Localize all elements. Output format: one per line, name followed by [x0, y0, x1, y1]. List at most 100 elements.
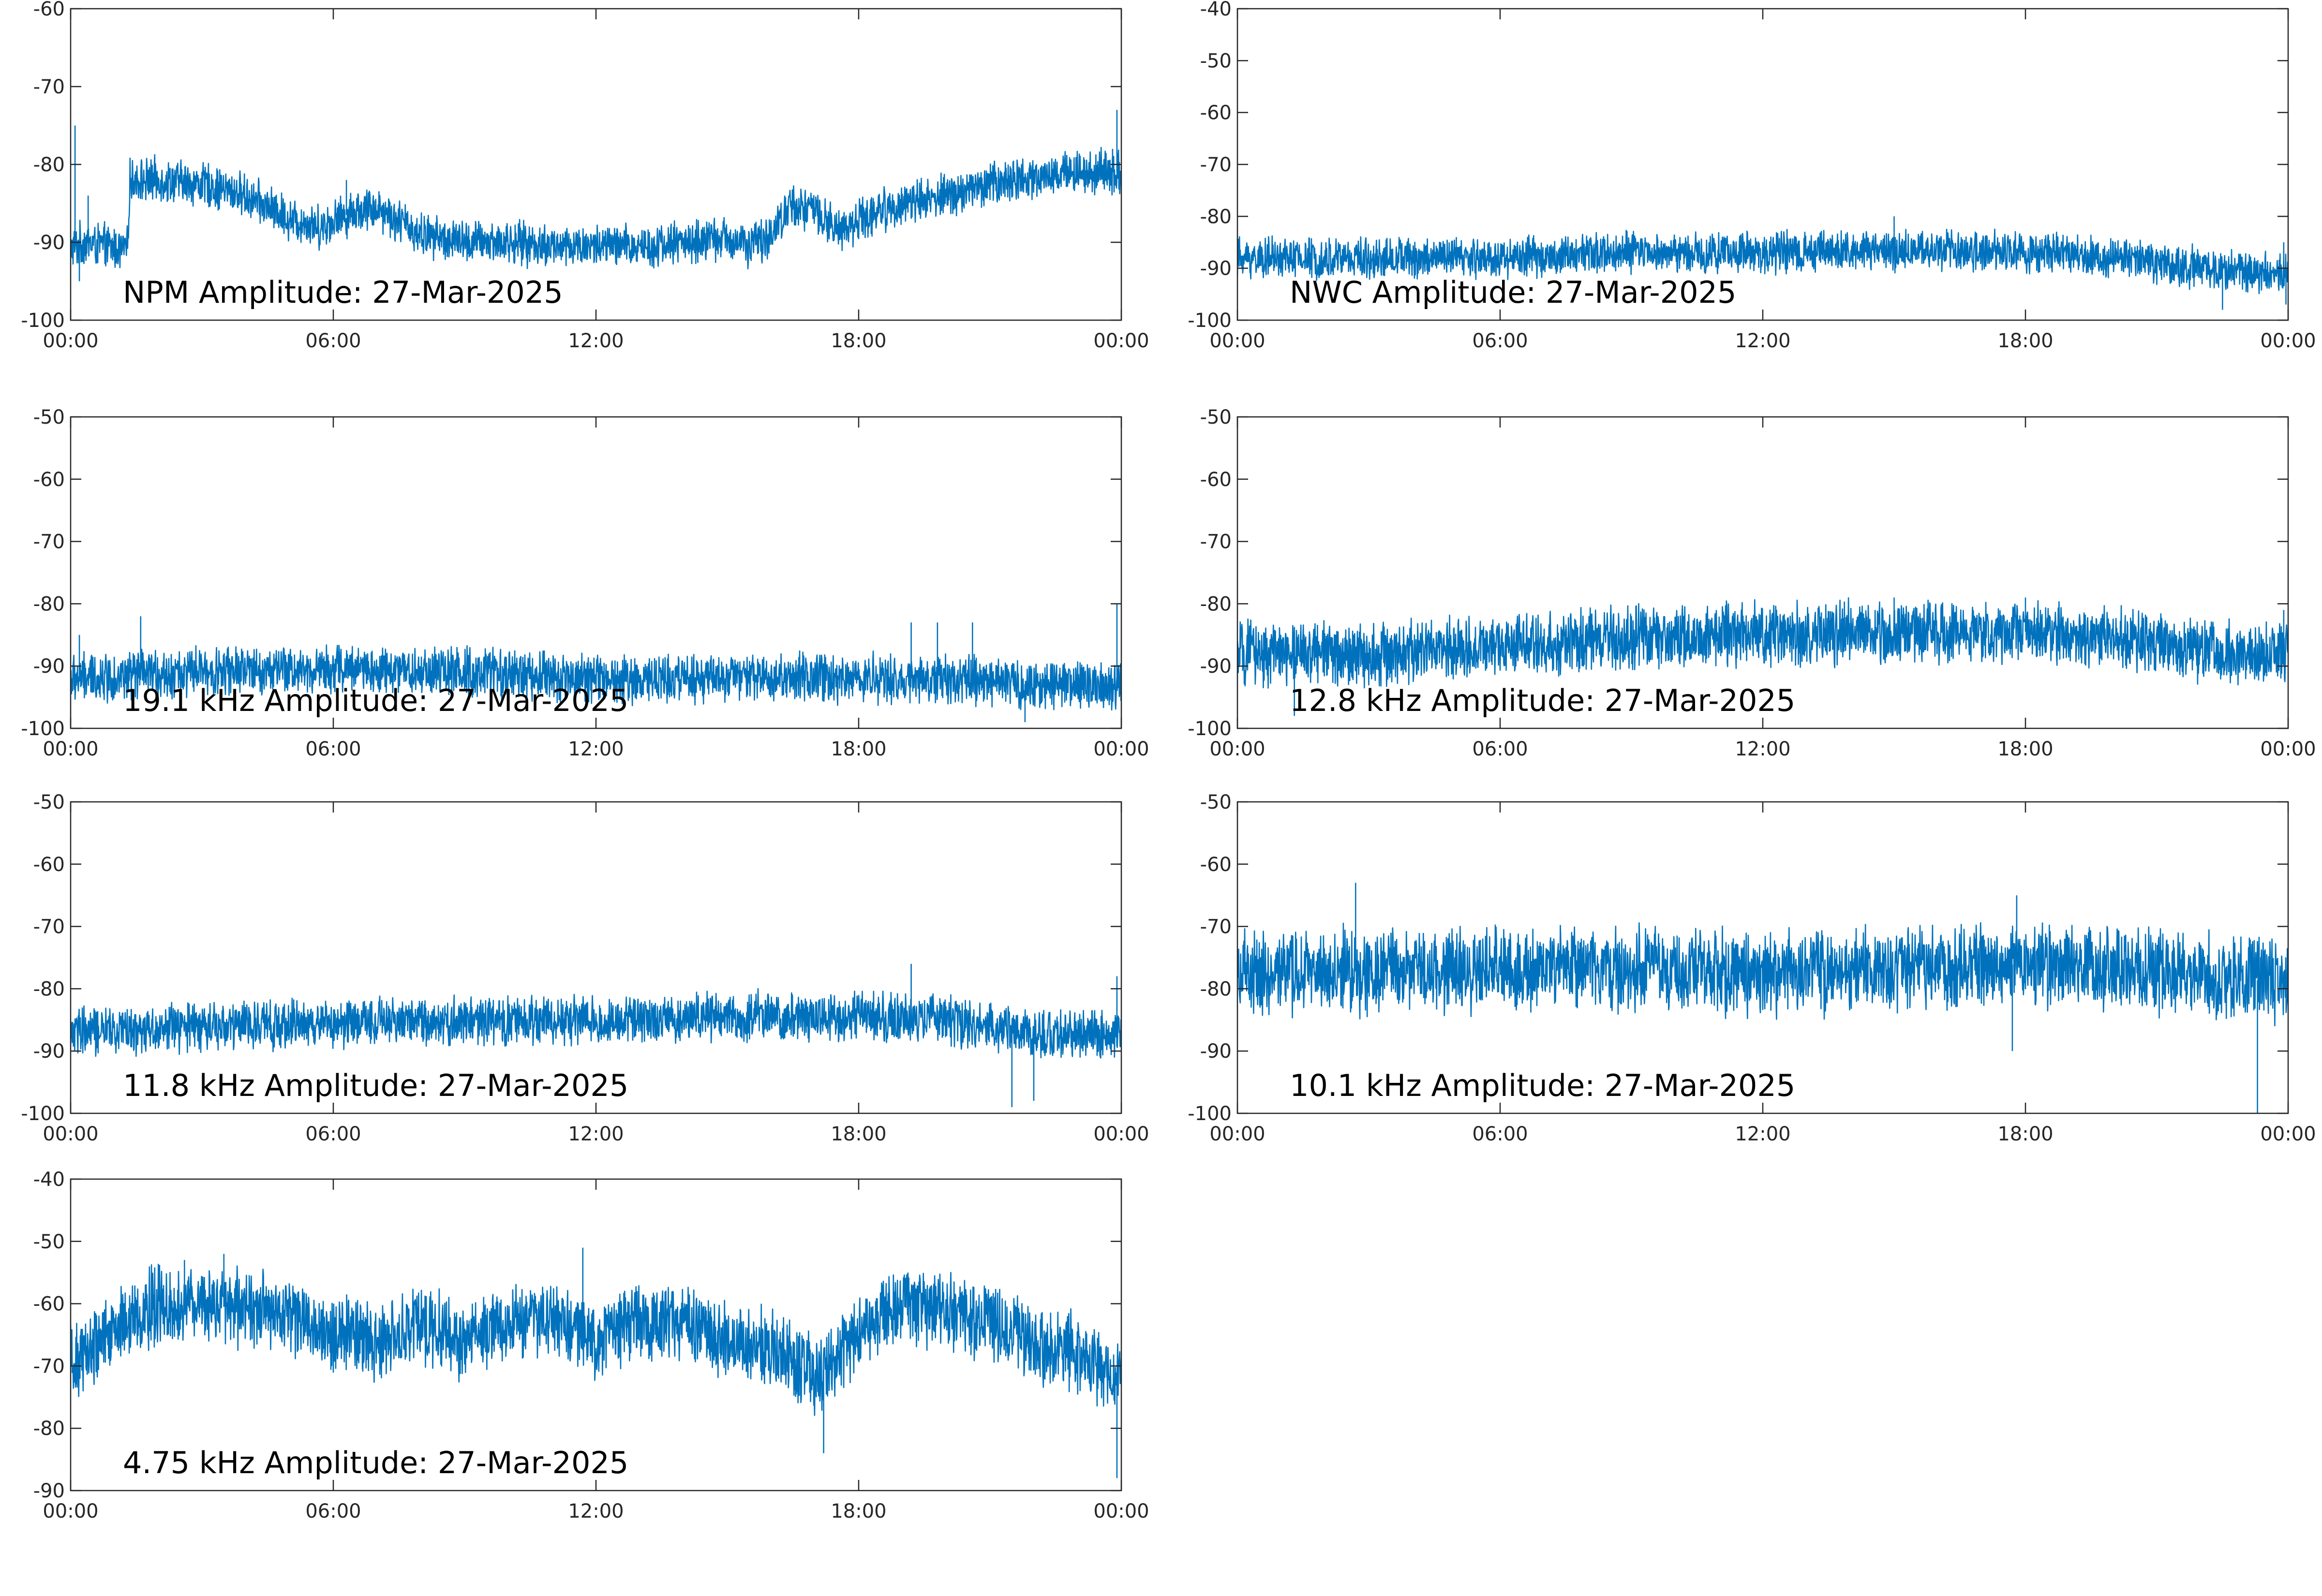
y-tick-label: -50 [1200, 50, 1232, 72]
panel-title: 19.1 kHz Amplitude: 27-Mar-2025 [123, 683, 628, 718]
y-tick-label: -70 [33, 916, 65, 938]
y-tick-label: -100 [21, 718, 65, 740]
panel-title: 4.75 kHz Amplitude: 27-Mar-2025 [123, 1445, 628, 1480]
x-tick-label: 12:00 [568, 738, 624, 760]
x-tick-label: 12:00 [568, 1123, 624, 1145]
panel-title: NPM Amplitude: 27-Mar-2025 [123, 275, 563, 310]
y-tick-label: -80 [33, 978, 65, 1000]
x-tick-label: 00:00 [43, 738, 98, 760]
y-tick-label: -60 [1200, 854, 1232, 876]
x-tick-label: 00:00 [2260, 1123, 2316, 1145]
series-line [71, 604, 1121, 723]
panel-title: 12.8 kHz Amplitude: 27-Mar-2025 [1290, 683, 1795, 718]
y-tick-label: -80 [1200, 593, 1232, 615]
y-tick-label: -60 [33, 854, 65, 876]
y-tick-label: -80 [33, 593, 65, 615]
x-tick-label: 12:00 [568, 330, 624, 352]
series-line [1237, 597, 2288, 716]
x-tick-label: 06:00 [305, 1500, 361, 1522]
y-tick-label: -80 [1200, 978, 1232, 1000]
axes-frame [1236, 416, 2289, 729]
y-tick-label: -40 [33, 1168, 65, 1191]
y-tick-label: -80 [33, 154, 65, 176]
y-tick-label: -70 [33, 531, 65, 553]
series-line [71, 110, 1121, 281]
x-tick-label: 00:00 [1209, 1123, 1265, 1145]
y-tick-label: -50 [1200, 406, 1232, 429]
x-tick-label: 00:00 [1209, 738, 1265, 760]
x-tick-label: 00:00 [1093, 1123, 1149, 1145]
chart-panel: -100 -90 -80 -70 -60 -50 00:00 06:00 12:00 18:00 0… [21, 406, 1149, 760]
x-tick-label: 18:00 [1997, 330, 2053, 352]
chart-panel: -100 -90 -80 -70 -60 -50 00:00 06:00 12:00 18:00 0… [1188, 406, 2316, 760]
chart-panel: -90 -80 -70 -60 -50 -40 00:00 06:00 12:00 18:00 00… [33, 1168, 1149, 1522]
x-tick-label: 12:00 [568, 1500, 624, 1522]
x-tick-label: 12:00 [1735, 738, 1790, 760]
y-tick-label: -90 [33, 655, 65, 678]
y-tick-label: -90 [33, 1480, 65, 1502]
y-tick-label: -50 [33, 1231, 65, 1253]
y-tick-label: -90 [1200, 655, 1232, 678]
y-tick-label: -100 [1188, 1103, 1232, 1125]
x-tick-label: 18:00 [1997, 738, 2053, 760]
x-tick-label: 18:00 [831, 1500, 886, 1522]
panel-title: 11.8 kHz Amplitude: 27-Mar-2025 [123, 1068, 628, 1103]
y-tick-label: -50 [33, 791, 65, 813]
x-tick-label: 12:00 [1735, 1123, 1790, 1145]
y-tick-label: -60 [1200, 469, 1232, 491]
chart-panel: -100 -90 -80 -70 -60 -50 00:00 06:00 12:00 18:00 0… [1188, 791, 2316, 1145]
y-tick-label: -90 [1200, 258, 1232, 280]
axes-frame [70, 8, 1122, 321]
x-tick-label: 00:00 [2260, 738, 2316, 760]
x-tick-label: 00:00 [1209, 330, 1265, 352]
y-tick-label: -100 [1188, 310, 1232, 332]
y-tick-label: -70 [33, 76, 65, 98]
axes-frame [70, 1178, 1122, 1492]
x-tick-label: 18:00 [831, 330, 886, 352]
y-tick-label: -50 [1200, 791, 1232, 813]
x-tick-label: 18:00 [831, 1123, 886, 1145]
x-tick-label: 00:00 [43, 1500, 98, 1522]
panel-title: NWC Amplitude: 27-Mar-2025 [1290, 275, 1736, 310]
y-tick-label: -90 [33, 232, 65, 254]
x-tick-label: 00:00 [43, 1123, 98, 1145]
x-tick-label: 00:00 [1093, 738, 1149, 760]
y-tick-label: -60 [33, 0, 65, 20]
series-line [1237, 216, 2288, 310]
y-tick-label: -60 [1200, 102, 1232, 124]
series-line [71, 963, 1121, 1108]
x-tick-label: 06:00 [305, 738, 361, 760]
y-tick-label: -60 [33, 469, 65, 491]
x-tick-label: 00:00 [2260, 330, 2316, 352]
y-tick-label: -100 [21, 1103, 65, 1125]
x-tick-label: 06:00 [305, 1123, 361, 1145]
y-tick-label: -50 [33, 406, 65, 429]
chart-panel: -100 -90 -80 -70 -60 -50 -40 00:00 06:00 12:00 18:… [1188, 0, 2316, 352]
y-tick-label: -70 [1200, 916, 1232, 938]
x-tick-label: 06:00 [1472, 1123, 1528, 1145]
x-tick-label: 18:00 [831, 738, 886, 760]
x-tick-label: 06:00 [305, 330, 361, 352]
y-tick-label: -60 [33, 1293, 65, 1315]
chart-panel: -100 -90 -80 -70 -60 00:00 06:00 12:00 18:00 00:0… [21, 0, 1149, 352]
x-tick-label: 00:00 [1093, 1500, 1149, 1522]
y-tick-label: -80 [1200, 206, 1232, 228]
panel-title: 10.1 kHz Amplitude: 27-Mar-2025 [1290, 1068, 1795, 1103]
y-tick-label: -70 [33, 1355, 65, 1377]
chart-panel: -100 -90 -80 -70 -60 -50 00:00 06:00 12:00 18:00 0… [21, 791, 1149, 1145]
y-tick-label: -90 [33, 1040, 65, 1063]
axes-frame [1236, 8, 2289, 321]
x-tick-label: 18:00 [1997, 1123, 2053, 1145]
x-tick-label: 12:00 [1735, 330, 1790, 352]
axes-frame [70, 801, 1122, 1114]
y-tick-label: -90 [1200, 1040, 1232, 1063]
x-tick-label: 06:00 [1472, 738, 1528, 760]
series-line [71, 1247, 1121, 1478]
y-tick-label: -70 [1200, 531, 1232, 553]
y-tick-label: -100 [21, 310, 65, 332]
y-tick-label: -80 [33, 1418, 65, 1440]
x-tick-label: 00:00 [43, 330, 98, 352]
x-tick-label: 06:00 [1472, 330, 1528, 352]
y-tick-label: -70 [1200, 154, 1232, 176]
